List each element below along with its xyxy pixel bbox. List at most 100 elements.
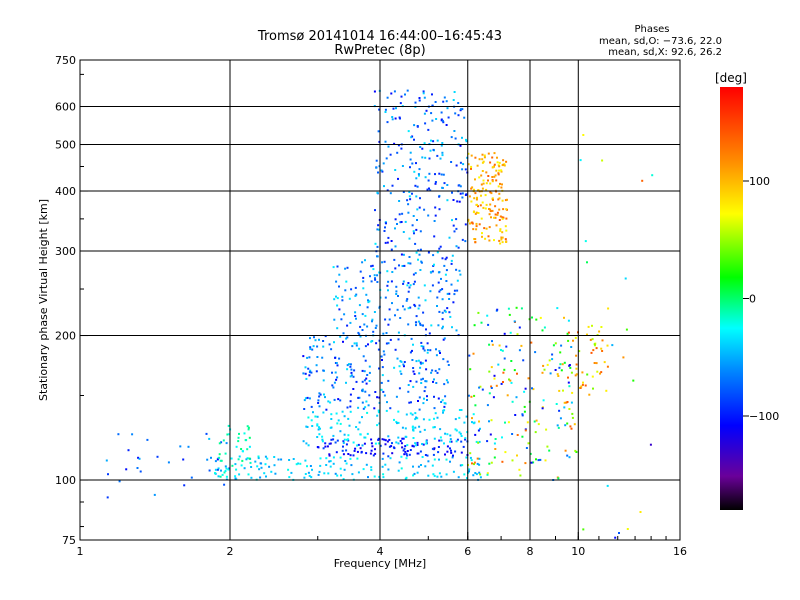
data-point — [367, 299, 369, 302]
data-point — [343, 415, 346, 418]
data-point — [362, 407, 365, 410]
data-point — [409, 166, 411, 169]
data-point — [370, 442, 373, 445]
data-point — [393, 418, 395, 421]
data-point — [428, 418, 431, 421]
data-point — [414, 426, 417, 429]
data-point — [223, 471, 226, 474]
data-point — [409, 284, 412, 287]
data-point — [235, 445, 238, 448]
data-point — [397, 442, 400, 445]
data-point — [131, 433, 134, 436]
data-point — [611, 344, 614, 347]
data-point — [309, 369, 312, 372]
data-point — [498, 197, 501, 200]
data-point — [325, 408, 328, 411]
data-point — [344, 460, 347, 462]
data-point — [566, 454, 569, 457]
data-point — [418, 304, 421, 307]
data-point — [307, 444, 310, 447]
data-point — [411, 349, 413, 352]
data-point — [473, 197, 476, 200]
data-point — [404, 445, 407, 448]
data-point — [559, 351, 562, 354]
data-point — [333, 341, 335, 344]
data-point — [423, 397, 425, 400]
data-point — [371, 264, 374, 267]
data-point — [374, 448, 376, 451]
data-point — [387, 145, 390, 148]
data-point — [500, 169, 503, 172]
data-point — [443, 264, 446, 267]
data-point — [573, 423, 576, 426]
data-point — [554, 342, 557, 345]
data-point — [402, 449, 405, 452]
data-point — [374, 277, 376, 280]
data-point — [336, 422, 339, 425]
data-point — [478, 158, 481, 161]
data-point — [439, 157, 442, 160]
data-point — [346, 364, 349, 367]
data-point — [400, 147, 403, 150]
data-point — [473, 463, 475, 466]
data-point — [559, 363, 562, 366]
data-point — [257, 457, 260, 460]
data-point — [306, 356, 309, 359]
data-point — [482, 160, 485, 163]
data-point — [396, 223, 398, 225]
data-point — [339, 335, 342, 338]
data-point — [420, 382, 423, 384]
data-point — [506, 198, 508, 201]
data-point — [221, 473, 224, 476]
data-point — [403, 365, 405, 368]
data-point — [600, 371, 603, 374]
data-point — [560, 344, 563, 347]
data-point — [622, 356, 625, 359]
data-point — [542, 364, 545, 367]
data-point — [505, 208, 508, 211]
data-point — [496, 156, 498, 159]
data-point — [470, 154, 473, 157]
data-point — [438, 195, 441, 198]
data-point — [360, 451, 363, 454]
data-point — [353, 342, 356, 345]
data-point — [317, 428, 320, 431]
data-point — [430, 112, 433, 115]
data-point — [514, 414, 517, 416]
data-point — [570, 346, 573, 348]
data-point — [505, 345, 508, 348]
data-point — [559, 417, 562, 420]
data-point — [367, 343, 369, 346]
data-point — [432, 380, 434, 383]
data-point — [377, 409, 380, 412]
data-point — [493, 442, 496, 445]
data-point — [305, 377, 308, 380]
data-point — [365, 463, 368, 466]
data-point — [443, 405, 446, 408]
data-point — [451, 456, 454, 459]
data-point — [423, 96, 426, 99]
data-point — [340, 474, 342, 477]
data-point — [575, 451, 578, 453]
data-point — [489, 433, 492, 436]
data-point — [502, 371, 505, 374]
data-point — [377, 348, 380, 351]
data-point — [335, 280, 338, 283]
data-point — [446, 381, 449, 384]
data-point — [480, 321, 483, 324]
data-point — [434, 182, 437, 185]
data-point — [487, 235, 490, 238]
data-point — [586, 261, 588, 264]
data-point — [587, 325, 590, 328]
data-point — [419, 361, 422, 364]
data-point — [321, 435, 324, 438]
data-point — [346, 336, 349, 339]
data-point — [419, 430, 422, 433]
data-point — [470, 395, 473, 398]
data-point — [426, 399, 428, 401]
data-point — [368, 380, 371, 382]
data-point — [465, 140, 468, 143]
data-point — [409, 351, 412, 354]
data-point — [307, 471, 310, 474]
